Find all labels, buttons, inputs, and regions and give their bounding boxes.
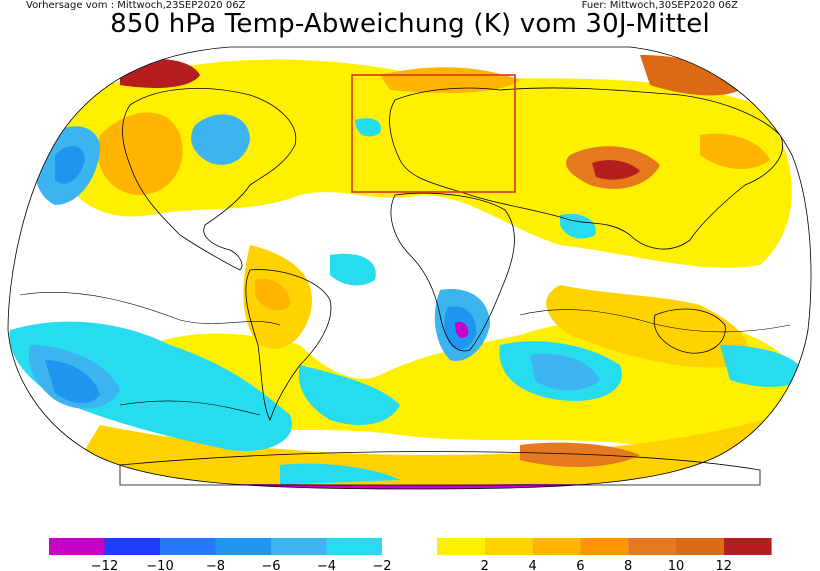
map-border	[7, 46, 812, 490]
anomaly-map	[7, 46, 812, 490]
legend-swatch	[215, 538, 271, 555]
legend-tick-label: −10	[146, 559, 173, 571]
legend-tick-label: 12	[716, 559, 733, 571]
legend-tick-label: 10	[668, 559, 685, 571]
legend-tick-label: 2	[481, 559, 489, 571]
valid-time-label: Fuer: Mittwoch,30SEP2020 06Z	[581, 0, 738, 11]
legend-swatch	[49, 538, 105, 555]
zero-contours	[19, 292, 791, 416]
anomaly-field	[8, 47, 811, 489]
coastlines	[119, 87, 783, 486]
color-legend: −12 −10 −8 −6 −4 −2 2 4 6 8 10 12	[49, 538, 772, 571]
legend-swatch	[104, 538, 160, 555]
legend-swatch	[326, 538, 382, 555]
legend-tick-label: −2	[372, 559, 391, 571]
legend-swatch	[723, 538, 772, 555]
legend-tick-label: 4	[528, 559, 536, 571]
legend-swatch	[271, 538, 327, 555]
legend-tick-label: −8	[206, 559, 225, 571]
legend-swatch	[676, 538, 724, 555]
legend-tick-label: 8	[624, 559, 632, 571]
legend-tick-label: −4	[317, 559, 336, 571]
europe-focus-frame	[351, 74, 516, 193]
legend-swatch	[484, 538, 533, 555]
legend-tick-label: 6	[576, 559, 584, 571]
forecast-run-label: Vorhersage vom : Mittwoch,23SEP2020 06Z	[26, 0, 246, 11]
legend-swatch	[580, 538, 629, 555]
legend-tick-label: −12	[91, 559, 118, 571]
legend-swatch	[532, 538, 581, 555]
legend-tick-label: −6	[261, 559, 280, 571]
legend-swatch	[160, 538, 216, 555]
legend-swatch	[628, 538, 676, 555]
legend-swatch	[437, 538, 485, 555]
map-title: 850 hPa Temp-Abweichung (K) vom 30J-Mitt…	[110, 9, 710, 39]
